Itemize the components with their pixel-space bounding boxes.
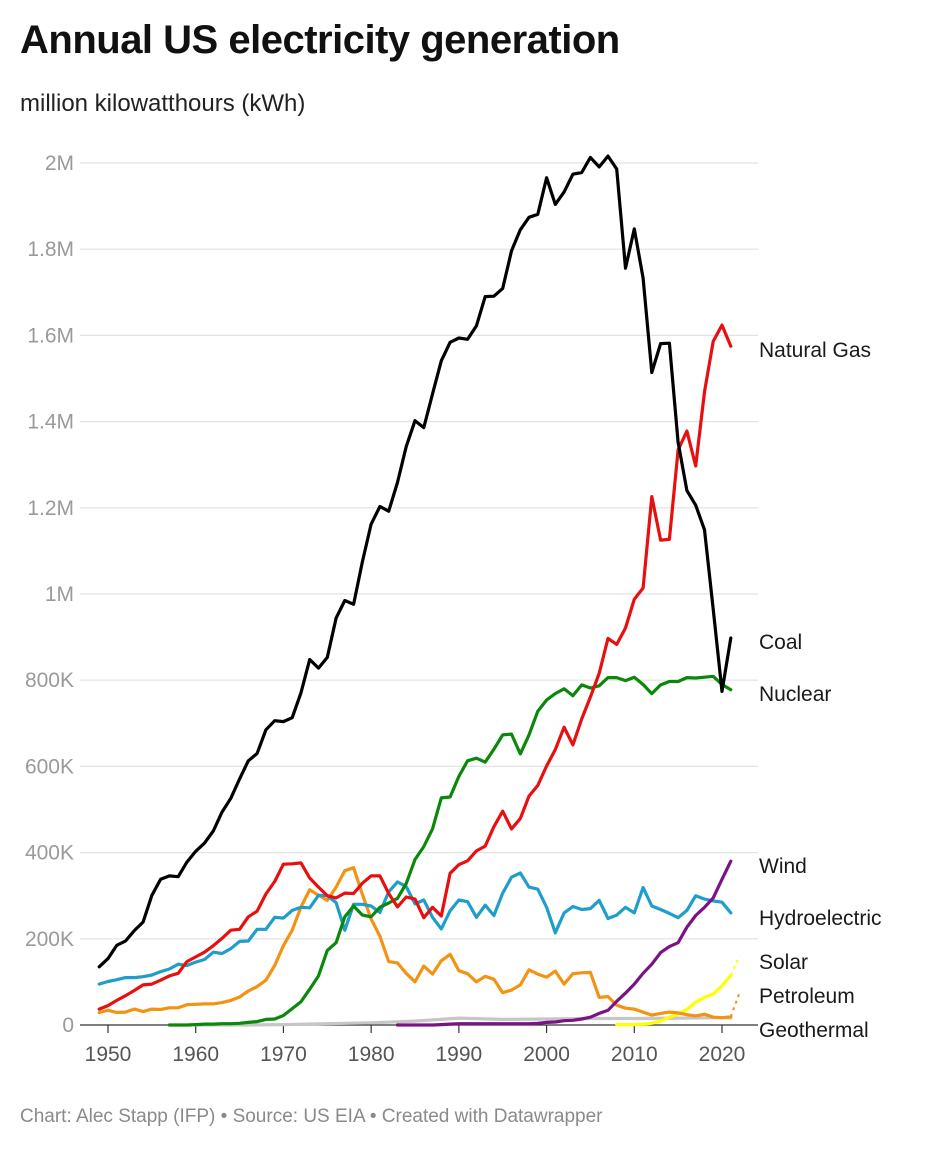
x-tick-label: 1960 [172, 1043, 219, 1066]
petroleum-line [97, 866, 733, 1020]
x-tick-label: 2020 [699, 1043, 746, 1066]
y-tick-label: 1M [45, 583, 74, 606]
y-tick-label: 400K [25, 842, 74, 865]
chart-subtitle: million kilowatthours (kWh) [20, 90, 306, 117]
solar-dashed-extension [729, 955, 741, 976]
y-tick-label: 1.4M [27, 411, 74, 434]
solar-line [615, 973, 733, 1027]
y-tick-label: 2M [45, 152, 74, 175]
label-coal: Coal [759, 631, 802, 654]
hydroelectric-line [97, 871, 733, 986]
label-hydroelectric: Hydroelectric [759, 907, 882, 930]
y-tick-label: 1.2M [27, 497, 74, 520]
y-tick-label: 800K [25, 669, 74, 692]
y-tick-label: 0 [62, 1014, 74, 1037]
x-tick-label: 1980 [348, 1043, 395, 1066]
label-wind: Wind [759, 855, 807, 878]
chart-footer: Chart: Alec Stapp (IFP) • Source: US EIA… [20, 1106, 603, 1127]
label-geothermal: Geothermal [759, 1019, 869, 1042]
label-solar: Solar [759, 951, 808, 974]
label-natural-gas: Natural Gas [759, 339, 871, 362]
x-tick-label: 2010 [611, 1043, 658, 1066]
y-tick-label: 600K [25, 755, 74, 778]
petroleum-dashed-extension [729, 992, 741, 1018]
x-tick-label: 1970 [260, 1043, 307, 1066]
chart-title: Annual US electricity generation [20, 18, 620, 62]
coal-line [97, 154, 733, 969]
natural-gas-line [97, 323, 733, 1011]
label-petroleum: Petroleum [759, 985, 855, 1008]
x-tick-label: 1990 [435, 1043, 482, 1066]
nuclear-line [167, 674, 733, 1027]
y-tick-label: 200K [25, 928, 74, 951]
x-tick-label: 1950 [85, 1043, 132, 1066]
y-tick-label: 1.6M [27, 324, 74, 347]
y-tick-label: 1.8M [27, 238, 74, 261]
label-nuclear: Nuclear [759, 683, 831, 706]
x-tick-label: 2000 [523, 1043, 570, 1066]
wind-line [395, 859, 733, 1027]
